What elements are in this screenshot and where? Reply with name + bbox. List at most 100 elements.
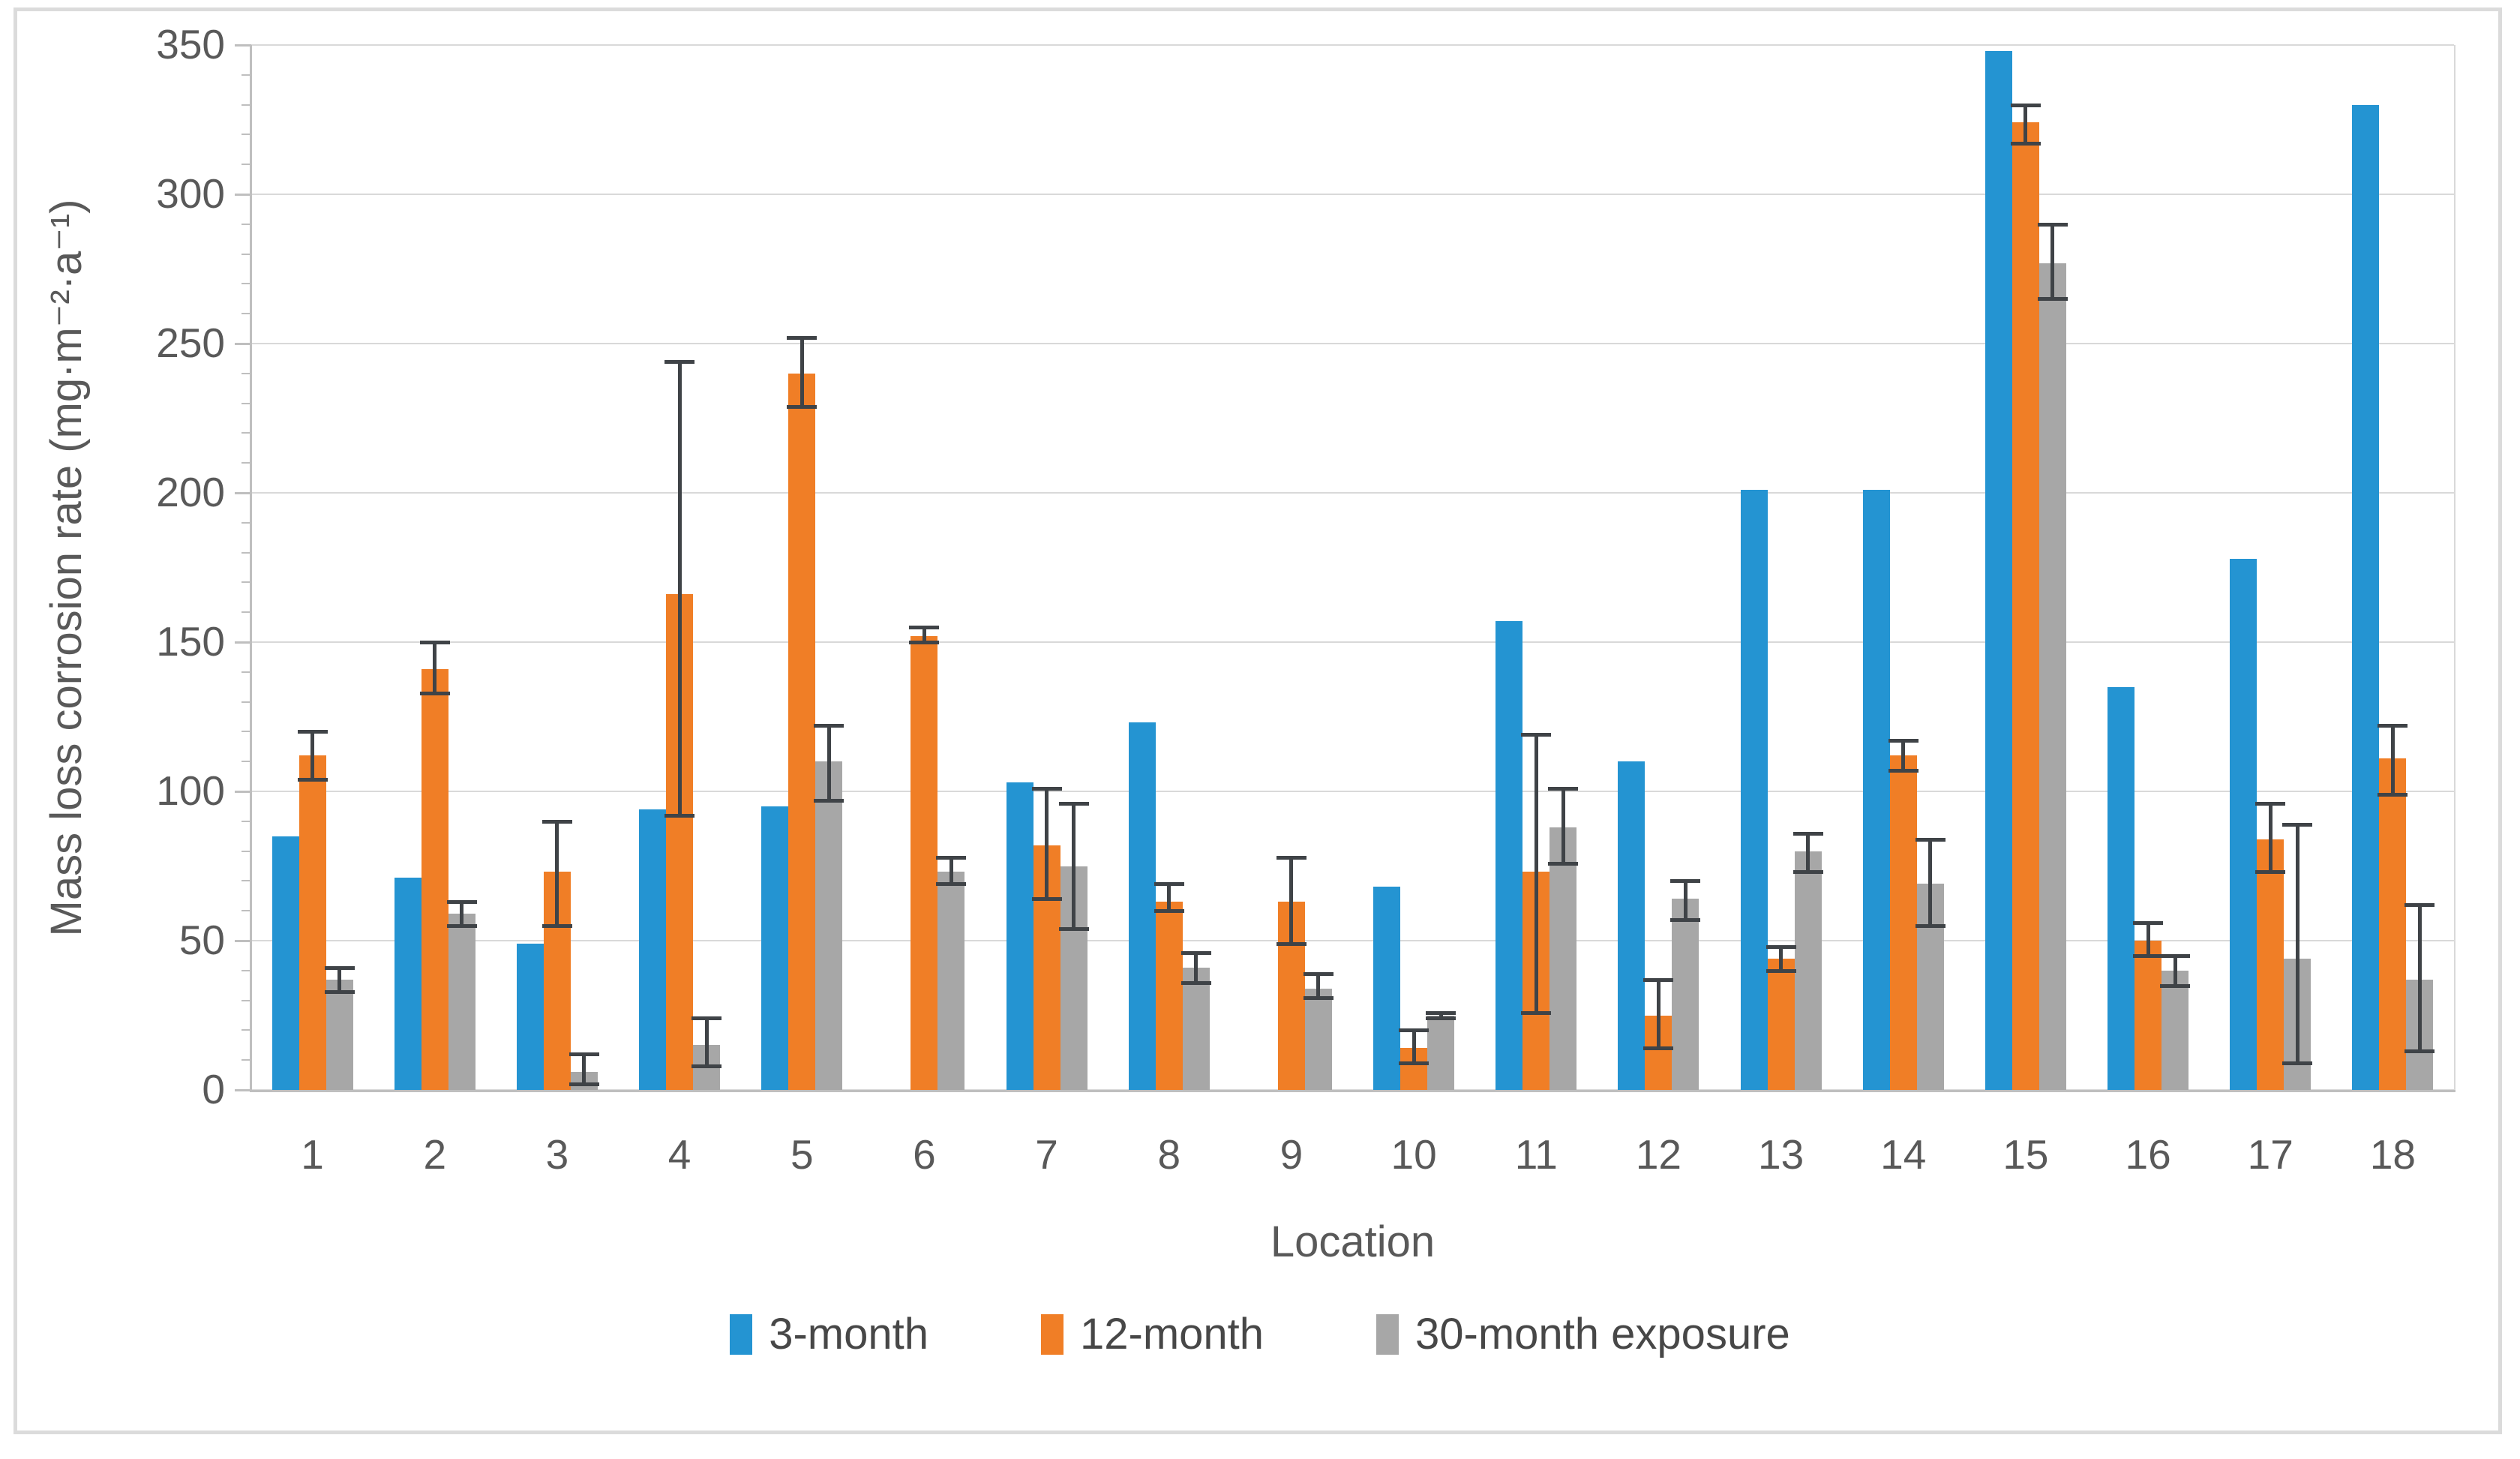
legend-swatch-3-month-icon xyxy=(730,1314,753,1355)
error-bar-30-month exposure-loc-7 xyxy=(1072,803,1076,929)
error-bar-30-month exposure-loc-3 xyxy=(582,1054,586,1085)
y-axis-line xyxy=(250,45,252,1092)
bar-3-month-loc-16 xyxy=(2108,686,2135,1090)
legend-swatch-12-month-icon xyxy=(1041,1314,1064,1355)
x-category-label-9: 9 xyxy=(1280,1131,1304,1178)
bar-3-month-loc-5 xyxy=(761,806,789,1090)
y-minor-tick-190 xyxy=(242,521,251,524)
error-cap-high-12-month-loc-13 xyxy=(1766,944,1796,949)
y-major-tick-250 xyxy=(235,343,251,345)
error-bar-30-month exposure-loc-12 xyxy=(1683,881,1688,920)
error-bar-12-month-loc-4 xyxy=(677,361,682,815)
error-cap-low-30-month exposure-loc-12 xyxy=(1670,918,1701,923)
bar-12-month-loc-1 xyxy=(298,755,326,1090)
error-cap-high-12-month-loc-11 xyxy=(1521,733,1552,737)
x-category-label-14: 14 xyxy=(1880,1131,1927,1178)
error-cap-high-30-month exposure-loc-16 xyxy=(2160,953,2191,958)
error-cap-high-12-month-loc-4 xyxy=(664,359,695,364)
legend-label-3-month: 3-month xyxy=(769,1310,928,1358)
error-cap-high-30-month exposure-loc-13 xyxy=(1792,831,1823,836)
error-cap-low-12-month-loc-16 xyxy=(2133,953,2164,958)
bar-3-month-loc-7 xyxy=(1006,782,1034,1090)
bar-3-month-loc-14 xyxy=(1862,490,1890,1090)
error-cap-low-30-month exposure-loc-1 xyxy=(324,989,355,994)
y-tick-label-300: 300 xyxy=(156,170,225,217)
y-minor-tick-210 xyxy=(242,462,251,464)
y-minor-tick-130 xyxy=(242,701,251,703)
error-bar-30-month exposure-loc-10 xyxy=(1438,1012,1443,1019)
y-minor-tick-320 xyxy=(242,134,251,136)
error-cap-high-30-month exposure-loc-11 xyxy=(1548,787,1579,791)
bar-12-month-loc-17 xyxy=(2257,839,2284,1090)
y-minor-tick-140 xyxy=(242,671,251,673)
bar-30-month exposure-loc-8 xyxy=(1182,967,1210,1090)
error-bar-30-month exposure-loc-6 xyxy=(949,857,953,884)
y-major-tick-300 xyxy=(235,194,251,196)
y-minor-tick-240 xyxy=(242,372,251,374)
error-bar-12-month-loc-13 xyxy=(1779,946,1784,971)
y-minor-tick-230 xyxy=(242,402,251,404)
error-cap-low-12-month-loc-15 xyxy=(2010,142,2041,146)
y-minor-tick-170 xyxy=(242,581,251,584)
gridline-350 xyxy=(251,44,2454,46)
legend-item-3-month: 3-month xyxy=(730,1311,928,1358)
error-bar-30-month exposure-loc-18 xyxy=(2417,905,2422,1052)
y-minor-tick-30 xyxy=(242,999,251,1001)
x-category-label-8: 8 xyxy=(1157,1131,1181,1178)
x-category-label-10: 10 xyxy=(1390,1131,1437,1178)
error-cap-low-30-month exposure-loc-10 xyxy=(1426,1016,1456,1021)
bar-30-month exposure-loc-13 xyxy=(1794,851,1822,1090)
error-cap-low-30-month exposure-loc-15 xyxy=(2037,297,2068,302)
error-cap-high-30-month exposure-loc-17 xyxy=(2282,822,2313,827)
bar-3-month-loc-8 xyxy=(1128,722,1156,1090)
error-cap-low-30-month exposure-loc-17 xyxy=(2282,1061,2313,1066)
bar-30-month exposure-loc-11 xyxy=(1550,827,1577,1090)
bar-30-month exposure-loc-5 xyxy=(815,761,843,1090)
error-cap-low-12-month-loc-13 xyxy=(1766,968,1796,973)
bar-12-month-loc-8 xyxy=(1155,902,1183,1090)
gridline-250 xyxy=(251,343,2454,344)
bar-30-month exposure-loc-1 xyxy=(326,979,353,1090)
y-minor-tick-40 xyxy=(242,969,251,971)
figure-frame xyxy=(14,8,2502,1434)
bar-3-month-loc-15 xyxy=(1984,50,2012,1090)
y-major-tick-200 xyxy=(235,492,251,494)
bar-3-month-loc-13 xyxy=(1740,490,1768,1090)
y-tick-label-50: 50 xyxy=(178,917,225,963)
y-tick-label-200: 200 xyxy=(156,469,225,515)
error-bar-30-month exposure-loc-5 xyxy=(826,725,831,800)
error-cap-high-30-month exposure-loc-8 xyxy=(1180,950,1211,955)
x-category-label-1: 1 xyxy=(301,1131,324,1178)
error-cap-low-12-month-loc-14 xyxy=(1888,769,1918,773)
y-minor-tick-20 xyxy=(242,1029,251,1031)
error-cap-high-30-month exposure-loc-9 xyxy=(1303,971,1334,976)
bar-30-month exposure-loc-2 xyxy=(448,914,476,1090)
error-bar-30-month exposure-loc-2 xyxy=(460,902,464,926)
error-cap-high-30-month exposure-loc-4 xyxy=(692,1016,722,1021)
bar-12-month-loc-14 xyxy=(1889,755,1917,1090)
x-category-label-11: 11 xyxy=(1514,1131,1558,1178)
error-cap-low-12-month-loc-12 xyxy=(1643,1046,1674,1051)
error-cap-low-30-month exposure-loc-3 xyxy=(568,1082,599,1087)
error-bar-12-month-loc-17 xyxy=(2268,803,2272,872)
error-bar-12-month-loc-15 xyxy=(2024,104,2028,144)
y-minor-tick-310 xyxy=(242,164,251,166)
bar-12-month-loc-6 xyxy=(910,636,938,1090)
error-cap-high-12-month-loc-14 xyxy=(1888,739,1918,743)
bar-3-month-loc-2 xyxy=(394,878,422,1090)
error-cap-high-12-month-loc-12 xyxy=(1643,977,1674,982)
x-axis-line xyxy=(250,1090,2456,1092)
error-cap-high-12-month-loc-1 xyxy=(297,730,328,734)
error-cap-high-30-month exposure-loc-18 xyxy=(2404,903,2435,908)
bar-30-month exposure-loc-15 xyxy=(2038,263,2066,1090)
error-cap-high-30-month exposure-loc-14 xyxy=(1915,837,1946,842)
y-minor-tick-80 xyxy=(242,850,251,852)
bar-3-month-loc-10 xyxy=(1373,887,1401,1090)
error-bar-30-month exposure-loc-15 xyxy=(2050,224,2055,299)
error-bar-30-month exposure-loc-8 xyxy=(1194,952,1198,983)
error-cap-high-12-month-loc-5 xyxy=(787,336,818,341)
y-tick-label-350: 350 xyxy=(156,21,225,68)
error-cap-low-30-month exposure-loc-5 xyxy=(814,798,844,803)
bar-30-month exposure-loc-10 xyxy=(1427,1015,1455,1090)
